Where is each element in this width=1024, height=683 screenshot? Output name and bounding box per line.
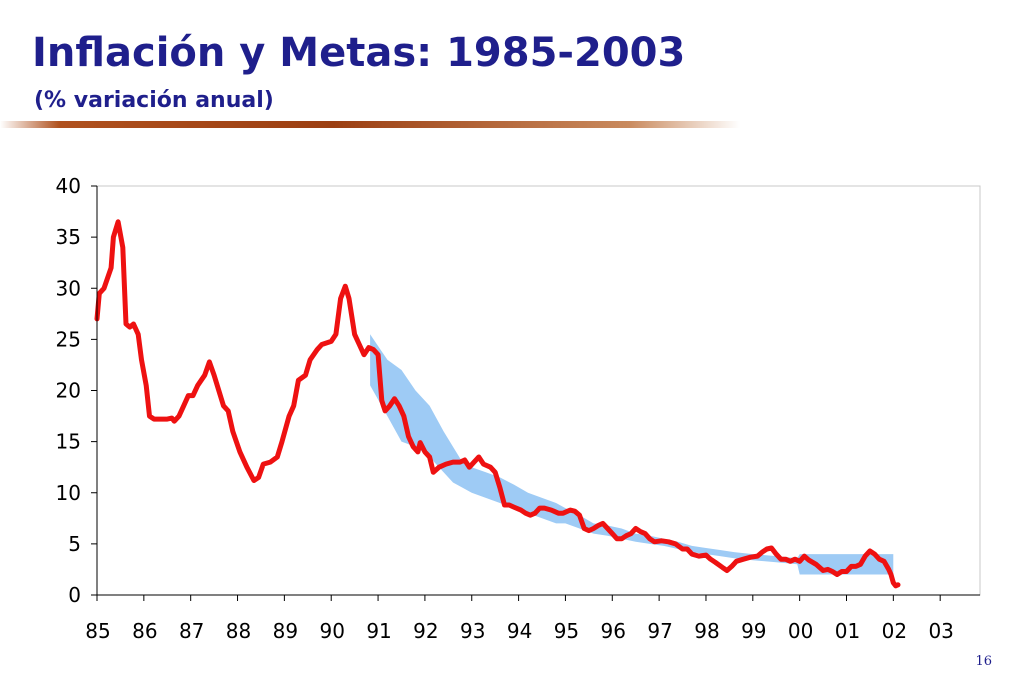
y-tick-label: 5 [68,532,81,556]
x-tick-label: 94 [507,619,532,643]
slide-title: Inflación y Metas: 1985-2003 [32,30,686,76]
inflation-line [94,219,901,589]
x-tick-label: 91 [366,619,391,643]
target-band [370,334,894,575]
y-tick-label: 25 [56,327,81,351]
x-tick-label: 86 [132,619,157,643]
x-tick-label: 85 [85,619,110,643]
x-tick-label: 92 [413,619,438,643]
x-tick-label: 87 [179,619,204,643]
x-tick-label: 90 [319,619,344,643]
y-tick-label: 30 [56,276,81,300]
page-number: 16 [975,654,992,669]
x-tick-label: 03 [928,619,953,643]
title-divider [0,121,740,128]
x-tick-label: 98 [694,619,719,643]
x-tick-label: 95 [554,619,579,643]
y-tick-label: 20 [56,379,81,403]
slide-subtitle: (% variación anual) [34,88,274,113]
x-tick-label: 88 [226,619,251,643]
x-tick-label: 97 [647,619,672,643]
x-tick-label: 00 [788,619,813,643]
x-tick-label: 01 [835,619,860,643]
y-tick-label: 40 [56,174,81,198]
y-tick-label: 15 [56,430,81,454]
x-tick-label: 89 [273,619,298,643]
y-tick-label: 35 [56,225,81,249]
x-tick-label: 96 [601,619,626,643]
y-tick-label: 0 [68,583,81,607]
x-tick-label: 02 [882,619,907,643]
plot-area [96,185,981,596]
y-tick-label: 10 [56,481,81,505]
x-tick-label: 93 [460,619,485,643]
x-tick-label: 99 [741,619,766,643]
